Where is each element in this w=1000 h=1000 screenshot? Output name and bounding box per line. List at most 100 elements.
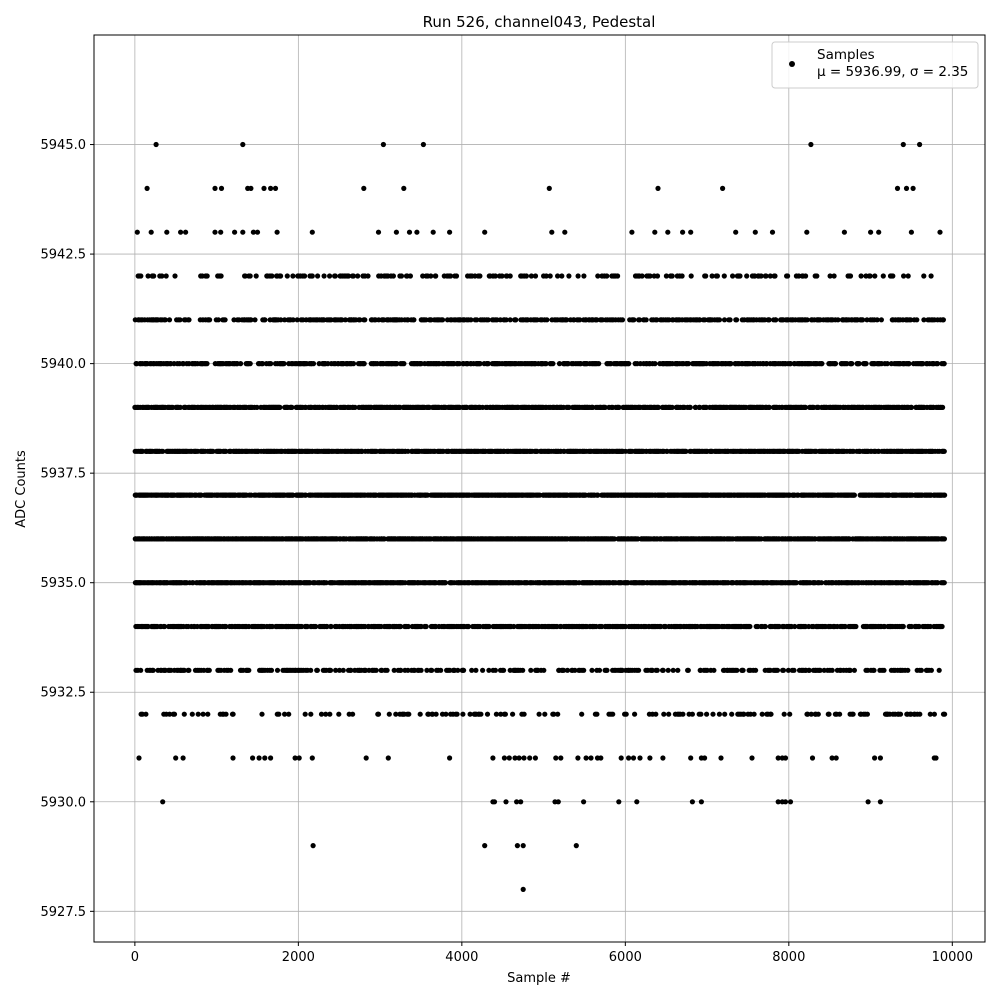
- data-point: [941, 536, 948, 542]
- data-point: [262, 317, 268, 323]
- data-point: [381, 536, 387, 542]
- data-point: [268, 361, 274, 367]
- data-point: [473, 667, 479, 673]
- data-point: [274, 667, 281, 673]
- data-point: [589, 667, 595, 673]
- data-point: [186, 317, 192, 323]
- data-point: [204, 361, 210, 367]
- data-point: [138, 667, 144, 673]
- data-point: [829, 667, 835, 673]
- data-point: [166, 317, 173, 323]
- data-point: [308, 667, 314, 673]
- data-point: [636, 667, 642, 673]
- data-point: [246, 667, 252, 673]
- data-point: [520, 667, 526, 673]
- data-point: [247, 361, 253, 367]
- data-point: [939, 623, 945, 630]
- data-point: [384, 667, 390, 673]
- data-point: [851, 492, 858, 498]
- data-point: [314, 667, 320, 673]
- data-point: [832, 361, 839, 367]
- data-point: [150, 667, 156, 673]
- data-point: [665, 667, 671, 673]
- data-point: [611, 536, 618, 542]
- data-point: [361, 361, 367, 367]
- data-point: [654, 667, 660, 673]
- data-point: [905, 667, 911, 673]
- data-point: [480, 667, 486, 673]
- data-point: [238, 361, 244, 367]
- data-point: [595, 492, 601, 498]
- data-point: [252, 317, 258, 323]
- data-point: [350, 361, 357, 367]
- data-point: [856, 361, 862, 367]
- data-point: [819, 361, 825, 367]
- data-point: [753, 667, 759, 673]
- data-point: [881, 667, 887, 673]
- data-points: [132, 141, 948, 893]
- data-point: [762, 623, 768, 630]
- data-point: [596, 361, 602, 367]
- data-point: [423, 623, 429, 630]
- data-point: [461, 667, 467, 673]
- data-point: [670, 667, 676, 673]
- data-point: [685, 667, 691, 673]
- data-point: [906, 361, 912, 367]
- data-point: [418, 667, 424, 673]
- data-point: [918, 667, 925, 673]
- data-point: [849, 361, 855, 367]
- data-point: [900, 623, 906, 630]
- data-point: [550, 361, 556, 367]
- data-point: [941, 361, 947, 367]
- data-point: [871, 667, 877, 673]
- data-point: [774, 667, 781, 673]
- data-point: [941, 448, 947, 454]
- data-point: [501, 667, 507, 673]
- data-point: [596, 667, 603, 673]
- data-point: [207, 317, 213, 323]
- data-point: [429, 667, 435, 673]
- data-point: [853, 623, 859, 630]
- data-point: [928, 667, 935, 673]
- data-point: [340, 667, 346, 673]
- data-point: [281, 361, 287, 367]
- data-point: [740, 667, 746, 673]
- data-point: [747, 623, 753, 630]
- data-point: [626, 361, 632, 367]
- data-point: [310, 361, 317, 367]
- data-point: [373, 667, 379, 673]
- data-point: [277, 404, 283, 410]
- data-point: [438, 667, 444, 673]
- data-point: [942, 492, 948, 498]
- data-point: [206, 667, 212, 673]
- data-point: [863, 361, 869, 367]
- data-point: [268, 667, 275, 673]
- data-point: [791, 667, 797, 673]
- data-point: [401, 361, 407, 367]
- data-point: [687, 404, 693, 410]
- data-point: [186, 667, 192, 673]
- data-point: [936, 667, 942, 673]
- data-point: [222, 317, 228, 323]
- data-point: [675, 667, 681, 673]
- data-point: [442, 580, 449, 586]
- data-point: [581, 667, 587, 673]
- chart-title: Run 526, channel043, Pedestal: [423, 13, 656, 31]
- data-point: [528, 667, 534, 673]
- data-point: [940, 404, 946, 410]
- data-point: [492, 667, 498, 673]
- data-point: [941, 580, 947, 586]
- data-point: [851, 667, 858, 673]
- data-point: [734, 667, 740, 673]
- data-point: [711, 667, 717, 673]
- data-point: [328, 667, 334, 673]
- data-point: [228, 667, 234, 673]
- data-point: [660, 667, 666, 673]
- data-point: [604, 667, 610, 673]
- data-point: [780, 667, 787, 673]
- data-point: [652, 361, 658, 367]
- data-point: [793, 580, 800, 586]
- data-point: [541, 667, 547, 673]
